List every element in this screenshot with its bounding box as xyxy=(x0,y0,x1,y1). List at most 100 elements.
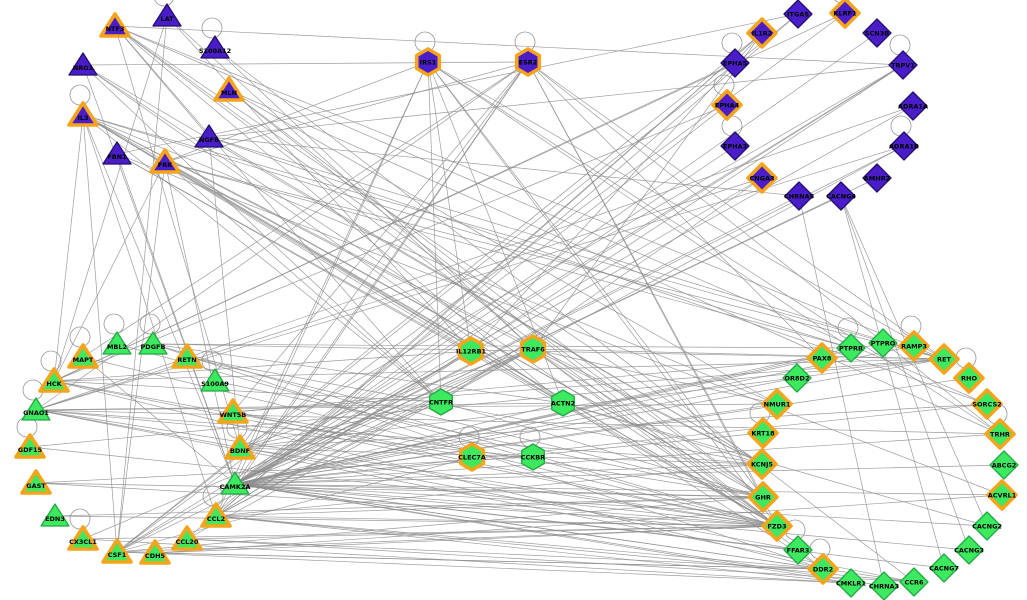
diamond-node-shape xyxy=(888,50,918,80)
node-chrna5[interactable]: CHRNA5 xyxy=(784,181,815,211)
triangle-node-shape xyxy=(102,331,132,355)
node-itga5[interactable]: ITGA5 xyxy=(783,0,813,29)
edge xyxy=(116,153,1003,496)
triangle-node-shape xyxy=(200,368,230,392)
node-klrf1[interactable]: KLRF1 xyxy=(829,0,861,29)
node-cacng7[interactable]: CACNG7 xyxy=(929,553,959,583)
node-scn3b[interactable]: SCN3B xyxy=(862,18,892,48)
node-epha3[interactable]: EPHA3 xyxy=(720,131,750,161)
edge xyxy=(427,61,472,352)
self-loop xyxy=(103,313,125,335)
node-mbl2[interactable]: MBL2 xyxy=(102,331,132,355)
edge xyxy=(234,432,764,485)
node-nrg1[interactable]: NRG1 xyxy=(68,52,98,76)
node-nmur1[interactable]: NMUR1 xyxy=(761,388,793,420)
edge xyxy=(116,496,764,553)
node-clec7a[interactable]: CLEC7A xyxy=(458,442,486,472)
edge xyxy=(470,32,763,352)
node-cacng4[interactable]: CACNG4 xyxy=(826,181,856,211)
node-mapt[interactable]: MAPT xyxy=(67,343,99,369)
edge xyxy=(116,153,564,404)
edge xyxy=(798,195,885,587)
edge xyxy=(114,25,904,66)
node-s100a9[interactable]: S100A9 xyxy=(200,368,230,392)
self-loop xyxy=(201,350,223,372)
edge xyxy=(234,104,728,485)
node-il3[interactable]: IL3 xyxy=(67,101,99,127)
node-pdgfb[interactable]: PDGFB xyxy=(138,331,168,355)
diamond-node-shape xyxy=(989,450,1019,480)
edge xyxy=(239,358,945,449)
diamond-node-shape xyxy=(928,343,960,375)
node-gnao1[interactable]: GNAO1 xyxy=(21,397,51,421)
node-ret[interactable]: RET xyxy=(928,343,960,375)
diamond-node-shape xyxy=(836,568,866,598)
edge xyxy=(54,496,764,517)
edge xyxy=(164,61,529,163)
edge xyxy=(427,61,852,349)
edge xyxy=(35,409,915,583)
node-cacng2[interactable]: CACNG2 xyxy=(972,511,1002,541)
node-cnga3[interactable]: CNGA3 xyxy=(746,162,778,194)
diamond-node-shape xyxy=(898,91,928,121)
edge xyxy=(116,161,166,553)
node-adra1b[interactable]: ADRA1B xyxy=(889,131,919,161)
node-cmklr1[interactable]: CMKLR1 xyxy=(836,568,866,598)
node-acvrl1[interactable]: ACVRL1 xyxy=(986,479,1018,511)
edge xyxy=(53,15,168,382)
diamond-node-shape xyxy=(836,333,866,363)
edge xyxy=(234,64,904,485)
node-abcg2[interactable]: ABCG2 xyxy=(989,450,1019,480)
node-s100a12[interactable]: S100A12 xyxy=(199,35,231,59)
edge xyxy=(208,136,945,360)
triangle-node-shape xyxy=(200,35,230,59)
node-ptpro[interactable]: PTPRO xyxy=(868,328,898,358)
edge xyxy=(234,347,852,485)
node-or8d2[interactable]: OR8D2 xyxy=(782,363,812,393)
node-ntf3[interactable]: NTF3 xyxy=(99,12,131,38)
self-loop xyxy=(40,350,62,372)
edge xyxy=(234,483,970,551)
node-sorcs2[interactable]: SORCS2 xyxy=(971,388,1003,420)
edge xyxy=(527,61,778,527)
edge xyxy=(35,409,534,458)
node-krt18[interactable]: KRT18 xyxy=(747,417,779,449)
node-cacng3[interactable]: CACNG3 xyxy=(954,535,984,565)
edge xyxy=(82,114,236,485)
hexagon-node-shape xyxy=(414,47,442,77)
triangle-node-shape xyxy=(68,52,98,76)
edge xyxy=(54,515,778,527)
node-gast[interactable]: GAST xyxy=(20,469,52,495)
edge xyxy=(239,403,988,449)
diamond-node-shape xyxy=(784,181,814,211)
diamond-node-shape xyxy=(747,481,779,513)
node-ccr6[interactable]: CCR6 xyxy=(899,567,929,597)
node-ffar3[interactable]: FFAR3 xyxy=(783,535,813,565)
node-edn3[interactable]: EDN3 xyxy=(40,503,70,527)
node-trhr[interactable]: TRHR xyxy=(984,418,1016,450)
node-amhr2[interactable]: AMHR2 xyxy=(862,163,892,193)
edge xyxy=(154,525,778,554)
node-trpv1[interactable]: TRPV1 xyxy=(888,50,918,80)
node-cx3cl1[interactable]: CX3CL1 xyxy=(67,525,99,551)
node-retn[interactable]: RETN xyxy=(171,343,203,369)
triangle-node-shape xyxy=(152,3,182,27)
node-esr2[interactable]: ESR2 xyxy=(514,47,542,77)
edge xyxy=(427,61,945,360)
edge xyxy=(208,136,763,465)
edge xyxy=(152,343,824,570)
diamond-node-shape xyxy=(971,388,1003,420)
triangle-node-shape xyxy=(213,76,245,102)
node-traf6[interactable]: TRAF6 xyxy=(519,334,547,364)
triangle-node-shape xyxy=(220,471,250,495)
edge xyxy=(562,402,763,465)
node-irs1[interactable]: IRS1 xyxy=(414,47,442,77)
node-lat[interactable]: LAT xyxy=(152,3,182,27)
edge xyxy=(82,114,534,350)
edge xyxy=(35,177,763,411)
self-loop xyxy=(69,84,91,106)
node-rho[interactable]: RHO xyxy=(953,362,985,394)
triangle-node-shape xyxy=(38,367,70,393)
edge xyxy=(82,61,529,358)
